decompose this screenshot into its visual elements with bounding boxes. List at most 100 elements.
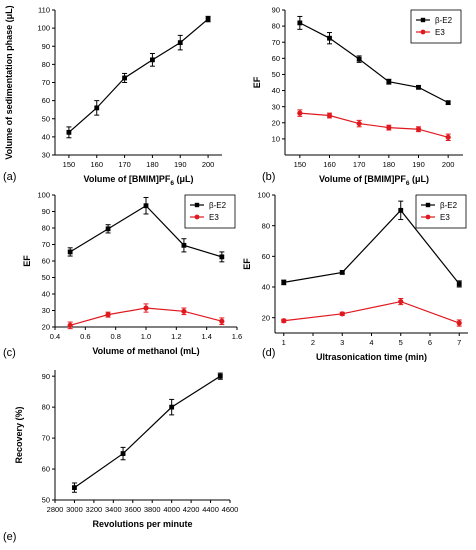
- chart-panel-3: 0.4 0.6 0.8 1.0 1.2 1.4 1.6 20 30 40 50 60 70 80 90 100…: [3, 191, 242, 359]
- data-point: [181, 308, 187, 314]
- x-tick-label: 200: [442, 160, 455, 169]
- data-point: [327, 35, 332, 41]
- x-tick-label: 3200: [86, 505, 103, 514]
- x-tick-label: 150: [63, 160, 76, 169]
- y-tick-label: 90: [42, 372, 50, 381]
- y-tick-label: 40: [42, 290, 50, 299]
- y-tick-label: 70: [42, 78, 50, 87]
- series-line: [299, 112, 449, 138]
- x-tick-label: 0.6: [80, 332, 90, 341]
- data-point: [456, 281, 462, 287]
- x-tick-label: 170: [353, 160, 366, 169]
- chart-panel-1: 150 160 170 180 190 200 30 40 50 60 70 80 90 100 110 Vo…: [3, 5, 222, 187]
- legend: β-E2 E3: [184, 194, 236, 229]
- y-tick-label: 30: [272, 102, 280, 111]
- x-tick-label: 2800: [47, 505, 64, 514]
- data-point: [297, 110, 303, 116]
- x-tick-label: 160: [90, 160, 103, 169]
- x-tick-label: 2: [311, 338, 315, 347]
- x-tick-label: 200: [202, 160, 215, 169]
- data-point: [356, 120, 362, 127]
- panel-label: (d): [262, 347, 275, 359]
- y-axis-title: EF: [242, 258, 252, 270]
- legend-swatch-marker: [194, 202, 200, 208]
- data-point: [398, 207, 404, 213]
- series-line: [283, 209, 460, 285]
- y-tick-label: 20: [42, 323, 50, 332]
- data-point: [143, 305, 149, 311]
- x-tick-label: 4000: [163, 505, 180, 514]
- y-tick-label: 60: [42, 465, 50, 474]
- x-tick-label: 3: [340, 338, 344, 347]
- x-tick-label: 1: [282, 338, 286, 347]
- data-point: [219, 254, 225, 260]
- y-tick-label: 80: [42, 60, 50, 69]
- y-tick-label: 110: [38, 6, 50, 15]
- y-tick-label: 60: [42, 257, 50, 266]
- x-axis-title-main: Ultrasonication time (min): [316, 352, 427, 362]
- data-point: [120, 451, 126, 456]
- legend: β-E2 E3: [415, 194, 467, 229]
- data-point: [281, 318, 287, 324]
- legend-label: β-E2: [440, 201, 458, 210]
- data-point: [386, 79, 392, 85]
- y-tick-label: 50: [42, 496, 50, 505]
- y-axis-title: Recovery (%): [14, 406, 24, 463]
- x-axis-title: Revolutions per minute: [92, 519, 192, 529]
- legend-swatch-marker: [425, 202, 431, 208]
- x-axis-title-main: Volume of methanol (mL): [92, 346, 199, 356]
- y-tick-label: 40: [42, 132, 50, 141]
- y-axis-title: EF: [22, 255, 32, 267]
- legend: β-E2 E3: [410, 9, 462, 44]
- x-tick-label: 4: [369, 338, 373, 347]
- x-tick-label: 0.4: [50, 332, 60, 341]
- legend-label: β-E2: [209, 201, 227, 210]
- x-tick-label: 3600: [124, 505, 141, 514]
- data-point: [67, 322, 73, 328]
- series-line: [283, 300, 460, 324]
- chart-panel-4: 1 2 3 4 5 6 7 20 40 60 80 100 Ultrasonication time (…: [242, 191, 468, 362]
- x-tick-label: 3800: [144, 505, 161, 514]
- x-tick-label: 180: [146, 160, 159, 169]
- data-point: [122, 75, 127, 81]
- data-point: [143, 203, 149, 209]
- data-point: [150, 57, 155, 63]
- x-tick-label: 170: [118, 160, 131, 169]
- chart-panel-2: 150 160 170 180 190 200 10 20 30 40 50 60 70 80 90 Volu…: [252, 6, 463, 187]
- panel-label: (e): [3, 531, 16, 543]
- data-point: [281, 280, 287, 285]
- data-point: [219, 318, 225, 324]
- panel-label: (c): [3, 347, 16, 359]
- series-line: [299, 22, 449, 104]
- x-tick-label: 190: [412, 160, 425, 169]
- legend-label: E3: [209, 213, 219, 222]
- legend-swatch-marker: [420, 17, 426, 23]
- panel-label: (a): [3, 171, 16, 183]
- data-point: [356, 56, 362, 62]
- x-tick-label: 4400: [202, 505, 219, 514]
- x-tick-label: 150: [294, 160, 307, 169]
- y-tick-label: 70: [42, 434, 50, 443]
- data-point: [72, 485, 77, 491]
- x-axis-title: Volume of methanol (mL): [92, 346, 199, 356]
- y-tick-label: 100: [37, 24, 50, 33]
- x-axis-title-subscript: 6: [170, 180, 174, 187]
- x-tick-label: 4200: [183, 505, 200, 514]
- data-point: [456, 320, 462, 326]
- x-tick-label: 7: [457, 338, 461, 347]
- x-tick-label: 1.4: [201, 332, 211, 341]
- data-point: [445, 100, 451, 106]
- panel-label: (b): [262, 171, 275, 183]
- x-axis-title-subscript: 6: [406, 180, 410, 187]
- data-point: [297, 20, 303, 26]
- y-tick-label: 90: [42, 207, 50, 216]
- data-point: [169, 404, 175, 410]
- y-axis-title: Volume of sedimentation phase (μL): [4, 5, 14, 159]
- legend-box: [410, 9, 462, 44]
- legend-label: E3: [440, 213, 450, 222]
- y-tick-label: 50: [42, 273, 50, 282]
- x-tick-label: 1.6: [232, 332, 242, 341]
- series-line: [74, 375, 221, 489]
- x-axis-title-main: Volume of [BMIM]PF: [84, 174, 171, 184]
